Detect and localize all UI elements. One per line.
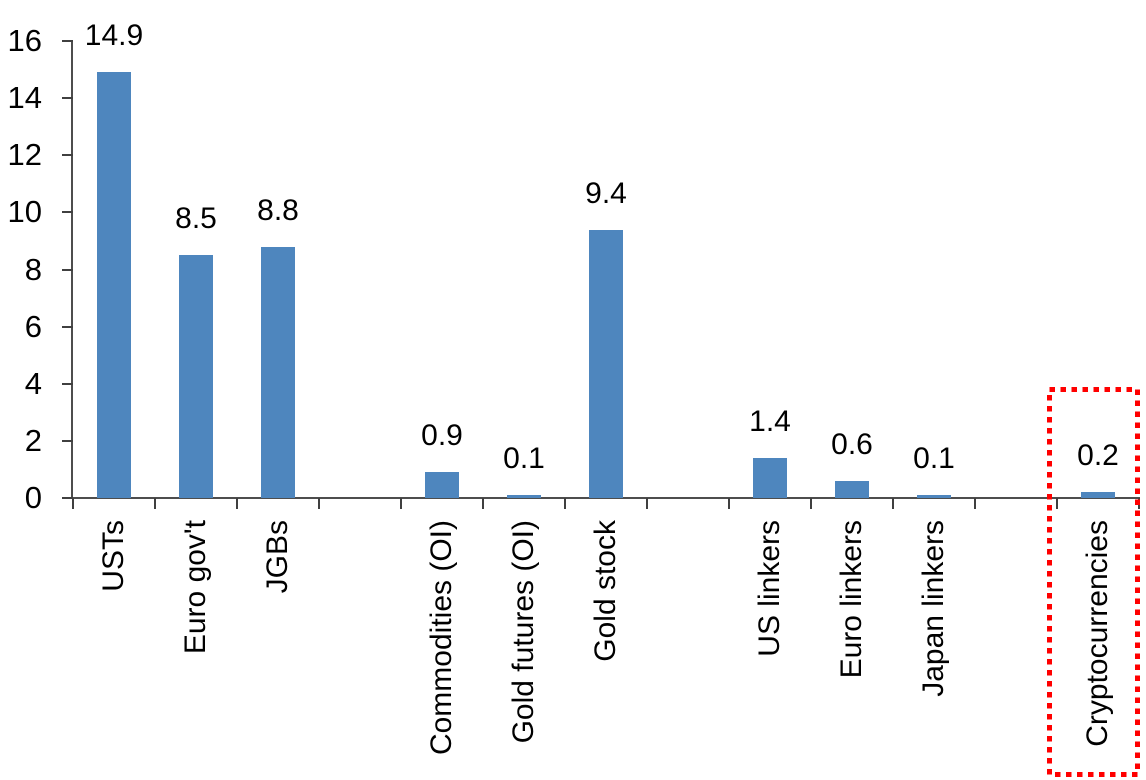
x-axis-category-label: JGBs [261,520,294,594]
y-axis-tick [62,325,73,328]
bar-value-label: 0.2 [1077,439,1119,473]
x-axis-tick [1056,498,1058,509]
x-axis-tick [72,498,74,509]
x-axis-category-label: US linkers [753,520,786,657]
bar-value-label: 0.1 [913,442,955,476]
bar-value-label: 8.5 [175,202,217,236]
y-axis-tick-label: 16 [7,23,42,58]
bar-value-label: 1.4 [749,405,791,438]
x-axis-category-label: Cryptocurrencies [1081,520,1114,747]
x-axis-category-label: Commodities (OI) [425,520,458,756]
x-axis-category-label: USTs [97,520,130,592]
bar-value-label: 8.8 [257,193,299,227]
x-axis-tick [400,498,402,509]
y-axis-tick-label: 0 [24,480,42,515]
x-axis-tick [154,498,156,509]
y-axis-tick [62,382,73,385]
x-axis-tick [482,498,484,509]
bar-usts [97,72,131,498]
bar-euro-linkers [835,480,869,498]
y-axis-tick-label: 12 [7,137,42,173]
y-axis-tick-label: 10 [7,194,42,230]
y-axis-tick [62,211,73,214]
bar-us-linkers [753,458,787,498]
bar-euro-gov-t [179,255,213,498]
y-axis-tick-label: 4 [24,365,42,401]
x-axis-tick [236,498,238,509]
x-axis-tick [892,498,894,509]
bar-japan-linkers [917,495,951,498]
y-axis-tick [62,268,73,271]
x-axis-tick [974,498,976,509]
y-axis-tick [62,40,73,42]
y-axis-tick-label: 14 [7,80,42,116]
bar-gold-stock [589,229,623,498]
y-axis-tick-label: 2 [24,422,42,458]
y-axis-tick [62,97,73,100]
y-axis-tick [62,154,73,157]
y-axis-tick [62,439,73,442]
x-axis-category-label: Japan linkers [917,520,950,697]
bar-value-label: 0.1 [503,442,545,476]
bar-value-label: 14.9 [84,19,144,53]
x-axis-line [71,497,1140,499]
y-axis-tick [62,497,73,499]
x-axis-tick [564,498,566,509]
x-axis-category-label: Gold stock [589,520,622,662]
x-axis-tick [646,498,648,509]
bar-value-label: 0.6 [831,427,873,461]
x-axis-category-label: Euro gov't [179,520,212,655]
y-axis-tick-label: 6 [24,308,42,344]
y-axis-tick-label: 8 [24,251,42,287]
x-axis-tick [728,498,730,509]
bar-value-label: 9.4 [585,176,627,210]
bar-gold-futures-oi- [507,495,541,498]
bar-commodities-oi- [425,472,459,498]
x-axis-tick [1138,498,1140,509]
x-axis-category-label: Euro linkers [835,520,868,679]
bar-jgbs [261,246,295,498]
x-axis-tick [318,498,320,509]
x-axis-tick [810,498,812,509]
bar-value-label: 0.9 [421,419,463,453]
bar-cryptocurrencies [1081,492,1115,498]
x-axis-category-label: Gold futures (OI) [507,520,540,744]
